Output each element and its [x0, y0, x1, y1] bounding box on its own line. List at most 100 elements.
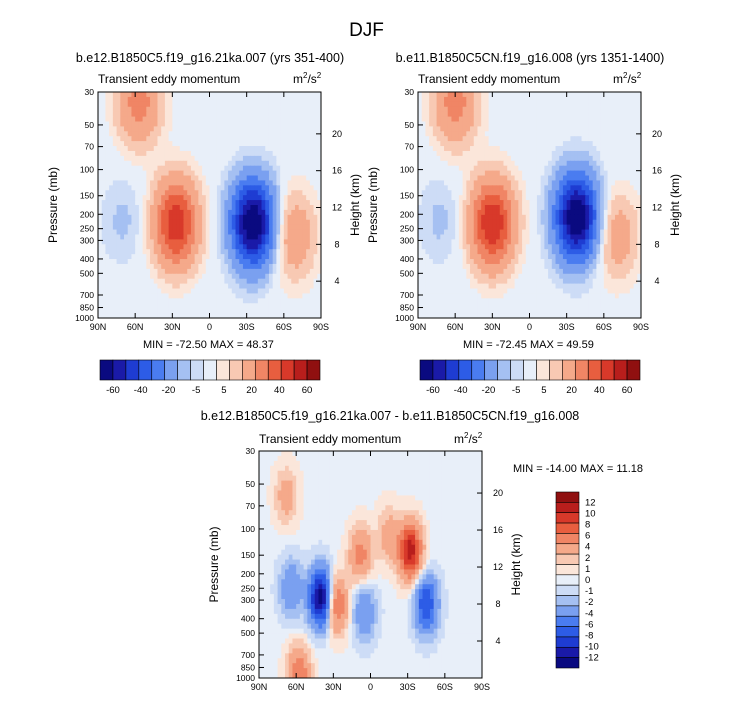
- field-cell: [287, 298, 292, 304]
- field-cell: [198, 205, 203, 211]
- field-cell: [142, 283, 147, 290]
- field-cell: [425, 92, 430, 98]
- field-cell: [618, 141, 623, 147]
- field-cell: [514, 190, 519, 196]
- field-cell: [153, 303, 158, 309]
- field-cell: [514, 160, 519, 167]
- field-cell: [600, 180, 605, 186]
- field-cell: [268, 116, 274, 122]
- field-cell: [499, 219, 504, 226]
- field-cell: [440, 219, 445, 226]
- field-cell: [488, 96, 493, 103]
- field-cell: [510, 180, 516, 186]
- field-cell: [194, 126, 199, 132]
- field-cell: [596, 209, 601, 216]
- field-cell: [172, 214, 177, 221]
- field-cell: [570, 200, 575, 206]
- field-cell: [600, 244, 605, 250]
- field-cell: [499, 116, 504, 122]
- field-cell: [250, 175, 255, 181]
- field-cell: [164, 200, 170, 206]
- field-cell: [124, 298, 129, 304]
- field-cell: [127, 288, 132, 294]
- field-cell: [235, 205, 240, 211]
- field-cell: [291, 126, 296, 132]
- field-cell: [179, 303, 184, 309]
- field-cell: [116, 150, 121, 157]
- field-cell: [157, 111, 162, 118]
- field-cell: [183, 136, 188, 142]
- field-cell: [618, 263, 623, 270]
- field-cell: [429, 244, 434, 250]
- field-cell: [633, 209, 638, 216]
- field-cell: [116, 185, 121, 191]
- field-cell: [317, 116, 322, 122]
- field-cell: [157, 298, 162, 304]
- field-cell: [436, 234, 441, 240]
- field-cell: [548, 116, 553, 122]
- field-cell: [544, 185, 549, 191]
- field-cell: [224, 160, 229, 167]
- field-cell: [205, 200, 210, 206]
- field-cell: [116, 263, 121, 270]
- field-cell: [496, 111, 501, 118]
- field-cell: [198, 101, 203, 108]
- field-cell: [257, 190, 263, 196]
- field-cell: [317, 209, 322, 216]
- field-cell: [280, 175, 285, 181]
- field-cell: [179, 209, 184, 216]
- field-cell: [611, 96, 616, 103]
- field-cell: [194, 303, 199, 309]
- field-cell: [555, 116, 560, 122]
- field-cell: [291, 308, 296, 314]
- field-cell: [484, 224, 490, 231]
- field-cell: [98, 170, 103, 177]
- field-cell: [116, 244, 121, 250]
- field-cell: [533, 195, 538, 201]
- field-cell: [187, 219, 192, 226]
- field-cell: [555, 219, 560, 226]
- field-cell: [473, 249, 478, 255]
- field-cell: [484, 170, 490, 177]
- field-cell: [600, 92, 605, 98]
- field-cell: [313, 116, 318, 122]
- field-cell: [187, 224, 192, 231]
- field-cell: [499, 126, 504, 132]
- field-cell: [246, 224, 251, 231]
- field-cell: [529, 205, 534, 211]
- field-cell: [205, 155, 210, 162]
- field-cell: [109, 141, 114, 147]
- field-cell: [447, 180, 452, 186]
- field-cell: [150, 180, 155, 186]
- field-cell: [224, 101, 229, 108]
- field-cell: [518, 136, 523, 142]
- field-cell: [458, 185, 464, 191]
- field-cell: [216, 234, 222, 240]
- field-cell: [421, 146, 426, 152]
- field-cell: [317, 150, 322, 157]
- field-cell: [235, 101, 240, 108]
- field-cell: [120, 150, 125, 157]
- field-cell: [302, 234, 307, 240]
- field-cell: [116, 131, 121, 137]
- field-cell: [600, 136, 605, 142]
- field-cell: [105, 155, 110, 162]
- field-cell: [257, 288, 263, 294]
- field-cell: [127, 121, 132, 127]
- field-cell: [492, 239, 497, 245]
- field-cell: [555, 259, 560, 265]
- field-cell: [544, 160, 549, 167]
- field-cell: [298, 234, 303, 240]
- field-cell: [190, 303, 196, 309]
- field-cell: [540, 165, 545, 172]
- field-cell: [190, 126, 196, 132]
- field-cell: [287, 303, 292, 309]
- field-cell: [205, 160, 210, 167]
- field-cell: [540, 180, 545, 186]
- field-cell: [131, 185, 136, 191]
- field-cell: [138, 239, 144, 245]
- field-cell: [309, 234, 315, 240]
- field-cell: [164, 229, 170, 235]
- field-cell: [172, 195, 177, 201]
- field-cell: [176, 288, 181, 294]
